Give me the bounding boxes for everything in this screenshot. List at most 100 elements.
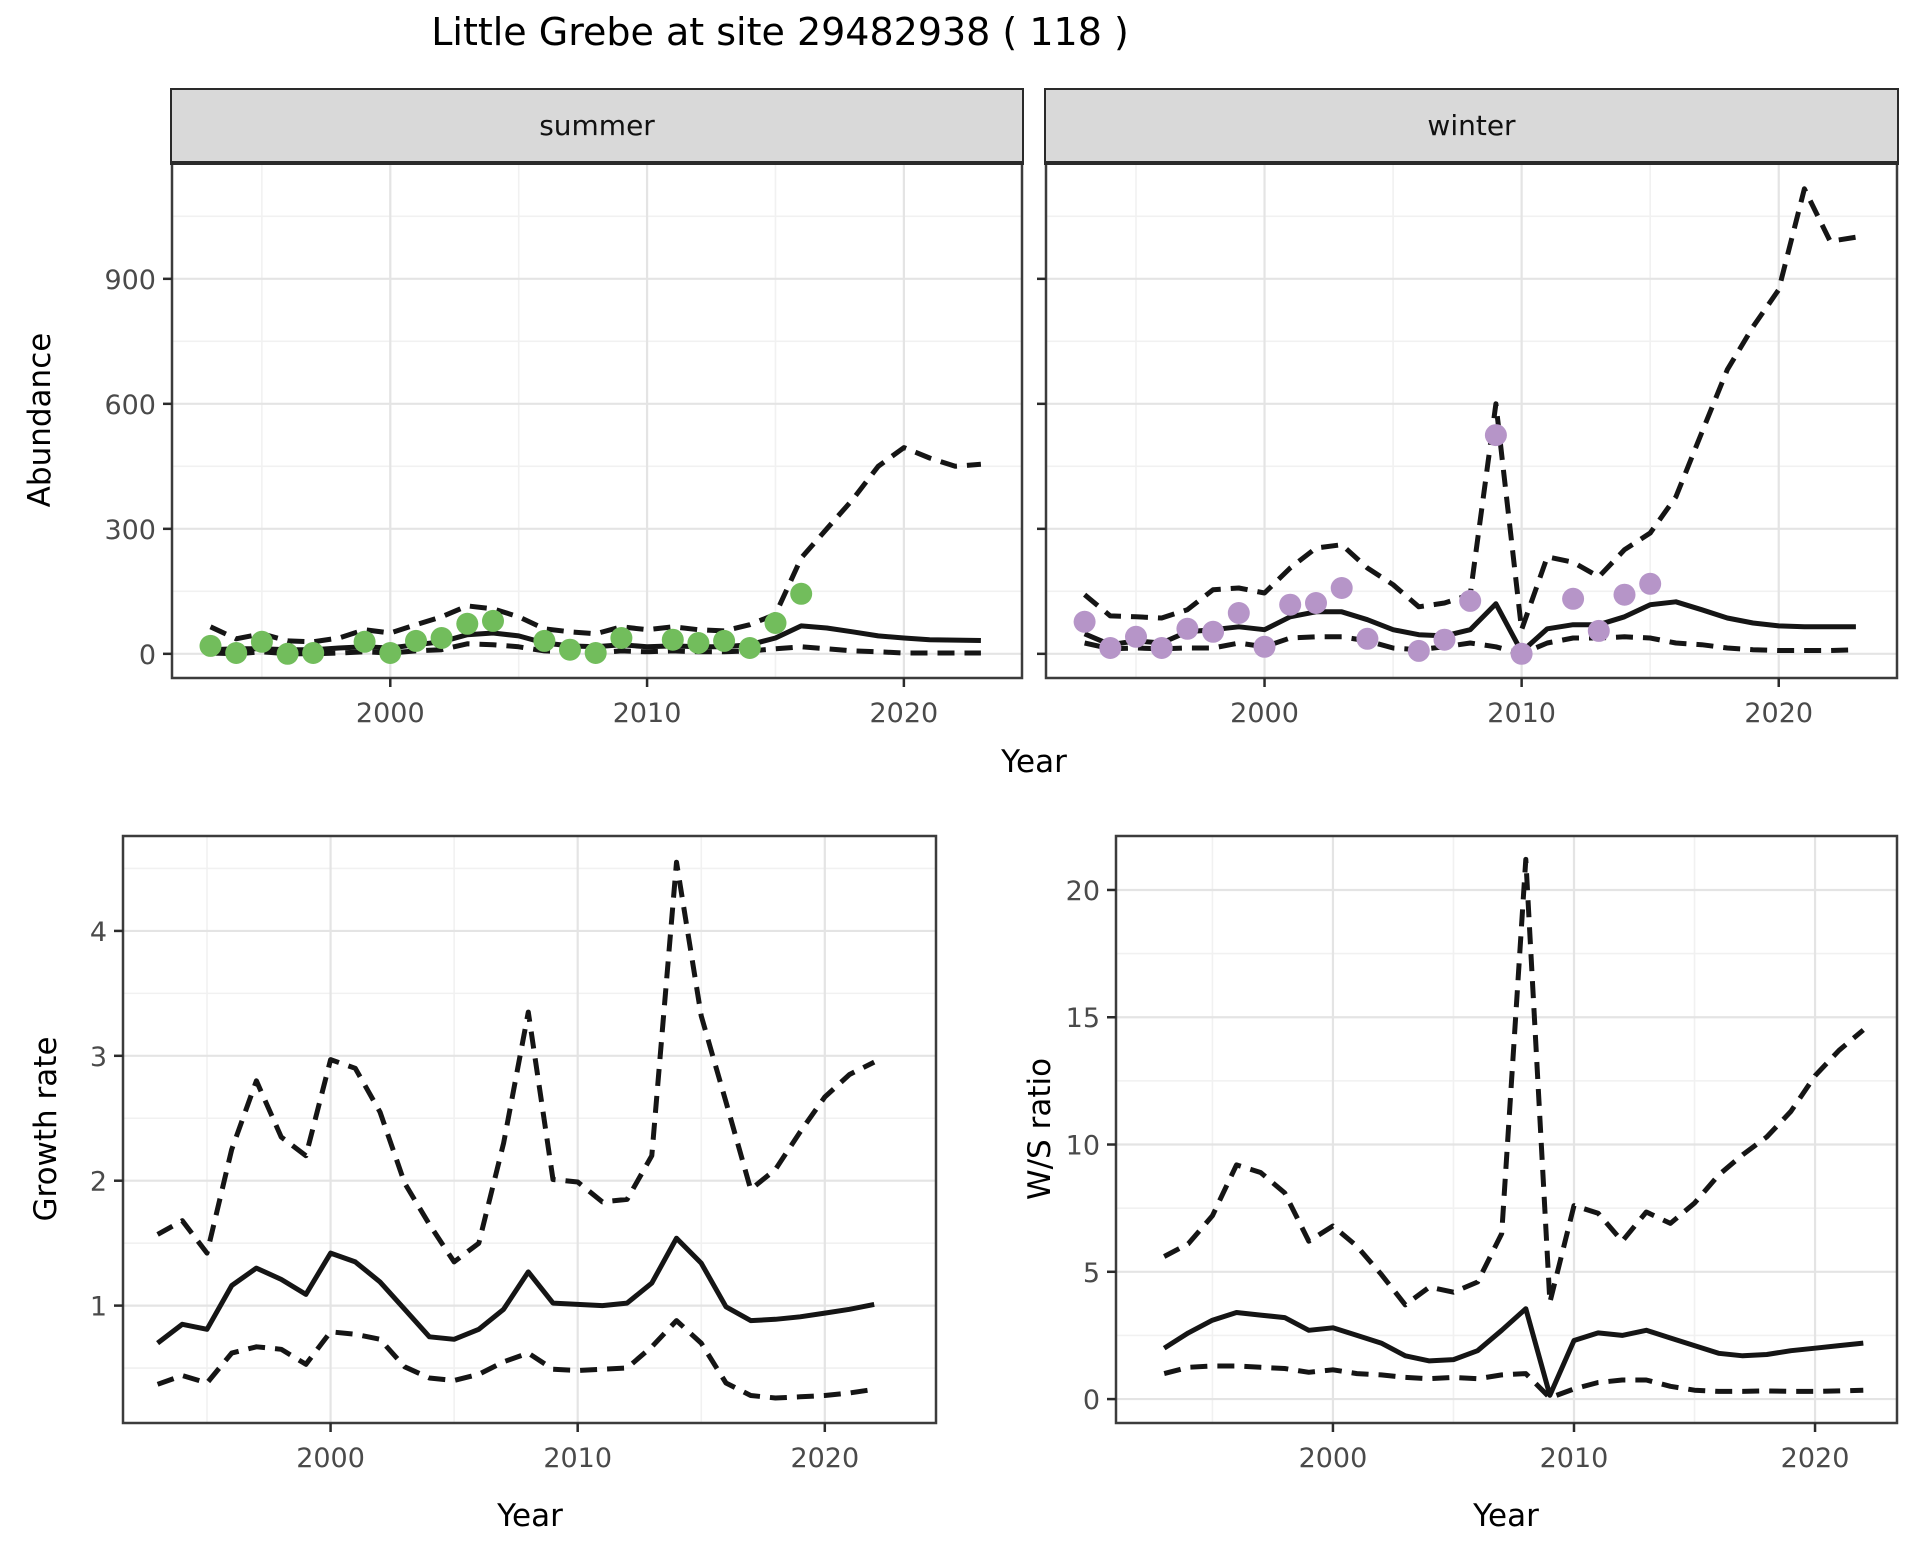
panel-background: [123, 836, 936, 1423]
y-tick-label: 15: [1066, 1003, 1100, 1034]
ratio-upper-ci-line: [1163, 856, 1865, 1308]
minor-gridlines: [1116, 836, 1897, 1423]
y-tick-label: 4: [90, 917, 107, 948]
observation-dot: [1510, 642, 1533, 665]
observation-dot: [1227, 602, 1250, 624]
observation-dot: [1073, 610, 1096, 633]
y-axis-title-ws-ratio: W/S ratio: [1022, 1057, 1058, 1201]
y-tick-label: 0: [1083, 1385, 1100, 1416]
observation-dot: [533, 629, 556, 652]
observation-dot: [353, 630, 376, 653]
observation-dot: [1587, 619, 1610, 642]
panel-border: [1114, 834, 1899, 1425]
ratio-panel: 2000 2010 2020 0 5 10 15 20: [1066, 834, 1899, 1474]
minor-gridlines: [172, 163, 1022, 678]
x-tick-label: 2000: [1299, 1443, 1368, 1474]
observation-dot: [661, 628, 684, 651]
x-tick-label: 2000: [356, 698, 425, 729]
observation-dot: [610, 627, 633, 649]
observation-dot: [559, 638, 581, 661]
facet-strip-winter: winter: [1044, 88, 1899, 165]
observation-dot: [1484, 424, 1507, 447]
observation-dot: [1356, 627, 1379, 650]
observation-dot: [1613, 583, 1636, 606]
growth-lower-ci-line: [156, 1318, 875, 1401]
winter-panel: 2000 2010 2020: [1037, 161, 1899, 729]
x-axis-title-year-bottom-left: Year: [497, 1498, 563, 1534]
facet-strip-winter-label: winter: [1427, 109, 1516, 142]
x-tick-label: 2000: [1230, 698, 1299, 729]
chart-title: Little Grebe at site 29482938 ( 118 ): [431, 10, 1129, 54]
y-tick-label: 3: [90, 1042, 107, 1073]
x-tick-label: 2020: [790, 1443, 859, 1474]
observation-dot: [1202, 620, 1225, 643]
minor-gridlines: [123, 836, 936, 1423]
observation-dot: [738, 637, 761, 659]
growth-upper-ci-line: [156, 859, 876, 1265]
observation-dot: [379, 642, 402, 664]
facet-strip-summer: summer: [170, 88, 1024, 165]
winter-lower-ci-line: [1084, 634, 1856, 657]
observation-dot: [1253, 635, 1276, 658]
x-tick-label: 2010: [543, 1443, 612, 1474]
y-tick-label: 1: [90, 1292, 107, 1323]
y-tick-label: 600: [104, 390, 156, 421]
y-tick-label: 20: [1066, 876, 1100, 907]
y-tick-label: 5: [1083, 1258, 1100, 1289]
observation-dot: [1433, 628, 1456, 651]
x-axis-title-year-bottom-right: Year: [1473, 1498, 1539, 1534]
observation-dot: [713, 629, 736, 652]
observation-dot: [1407, 639, 1430, 662]
x-axis-title-year-top: Year: [1001, 744, 1067, 780]
x-tick-label: 2010: [1540, 1443, 1609, 1474]
x-tick-label: 2020: [1781, 1443, 1850, 1474]
panel-background: [172, 163, 1022, 678]
observation-dot: [1279, 593, 1302, 616]
observation-dot: [1459, 589, 1482, 612]
observation-dot: [1639, 572, 1662, 595]
observation-dot: [584, 642, 607, 664]
major-gridlines: [1046, 163, 1897, 678]
winter-observation-dots: [1073, 424, 1662, 665]
observation-dot: [430, 627, 453, 649]
ratio-median-line: [1162, 1306, 1864, 1398]
observation-dot: [1330, 577, 1353, 599]
observation-dot: [1305, 592, 1327, 614]
x-tick-label: 2020: [870, 698, 939, 729]
growth-median-line: [156, 1235, 875, 1346]
observation-dot: [302, 642, 325, 664]
y-tick-label: 900: [104, 265, 156, 296]
axis-ticks-and-labels: 2000 2010 2020 0 5 10 15 20: [1066, 876, 1850, 1474]
x-tick-label: 2020: [1744, 698, 1813, 729]
y-tick-label: 10: [1066, 1131, 1100, 1162]
summer-observation-dots: [199, 582, 813, 665]
major-gridlines: [1116, 836, 1897, 1423]
ratio-lower-ci-line: [1163, 1363, 1864, 1401]
summer-panel: 2000 2010 2020 0 300 600 900: [104, 161, 1024, 729]
observation-dot: [250, 630, 273, 653]
observation-dot: [225, 642, 248, 664]
x-tick-label: 2010: [1487, 698, 1556, 729]
observation-dot: [1125, 625, 1147, 648]
major-gridlines: [123, 836, 936, 1423]
axis-ticks-and-labels: 2000 2010 2020 1 2 3 4: [90, 917, 859, 1474]
y-tick-label: 0: [139, 640, 156, 671]
observation-dot: [405, 629, 427, 652]
observation-dot: [790, 582, 813, 605]
y-axis-title-abundance: Abundance: [22, 332, 58, 508]
y-tick-label: 2: [90, 1167, 107, 1198]
observation-dot: [1176, 617, 1199, 640]
growth-panel: 2000 2010 2020 1 2 3 4: [90, 834, 938, 1474]
observation-dot: [1150, 637, 1173, 659]
y-axis-title-growth-rate: Growth rate: [28, 1036, 64, 1222]
observation-dot: [1099, 637, 1122, 659]
observation-dot: [764, 612, 787, 634]
observation-dot: [456, 612, 479, 635]
x-tick-label: 2010: [613, 698, 682, 729]
observation-dot: [482, 609, 504, 632]
observation-dot: [1562, 587, 1585, 610]
facet-strip-summer-label: summer: [539, 109, 655, 142]
x-tick-label: 2000: [296, 1443, 365, 1474]
